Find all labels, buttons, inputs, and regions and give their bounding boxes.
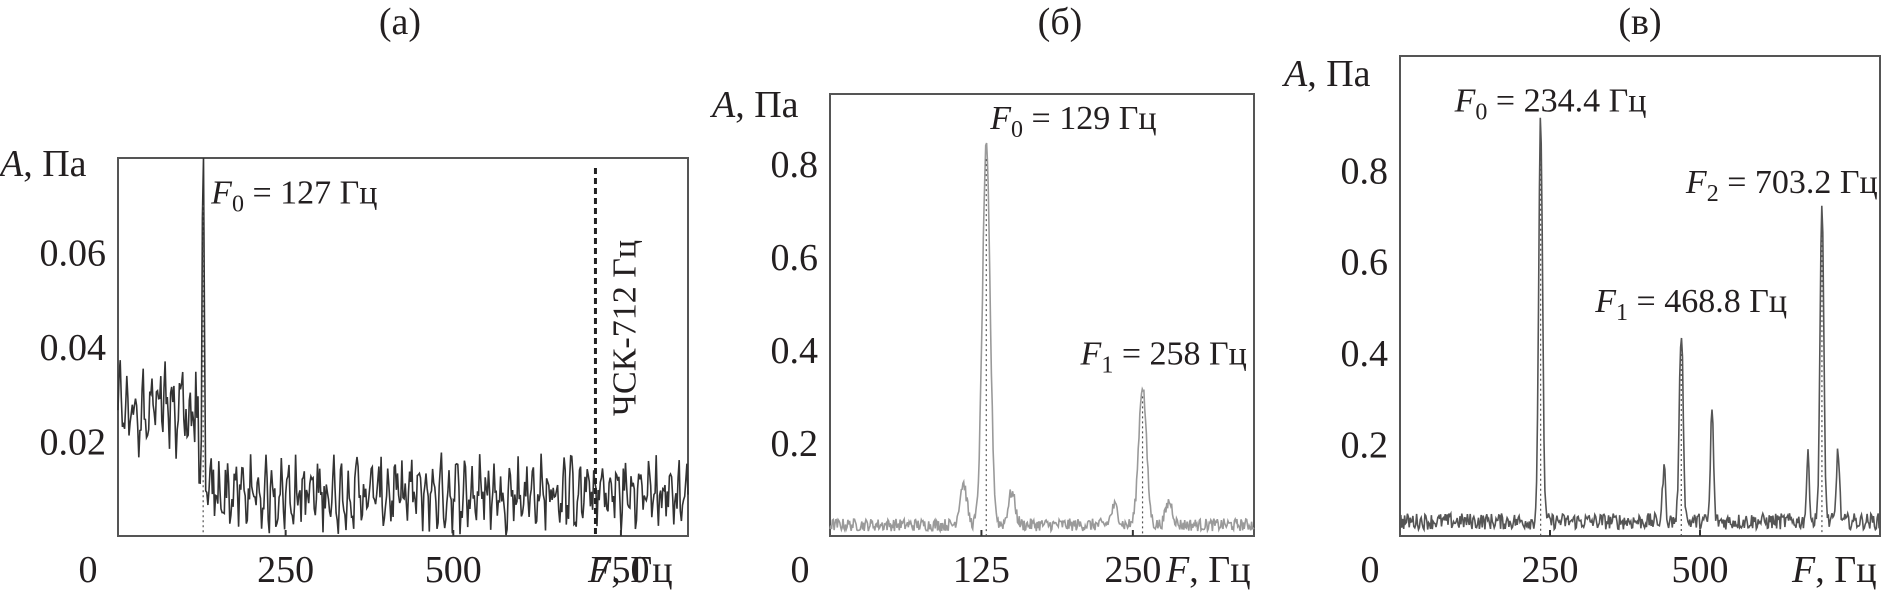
y-axis-unit: , Па	[1307, 53, 1370, 95]
y-axis-unit: , Па	[23, 143, 86, 185]
y-axis-label: A, Па	[0, 143, 87, 185]
x-tick-label: 125	[953, 549, 1010, 591]
plot-frame	[829, 93, 1255, 537]
plot-frame	[1399, 55, 1881, 537]
panel-label: (в)	[1618, 1, 1661, 43]
peak-label-sub: 1	[1616, 300, 1628, 326]
y-axis-var: A	[1281, 53, 1308, 95]
peak-label-var: F	[989, 100, 1012, 137]
x-tick-label: 750	[592, 549, 649, 591]
x-tick-label: 500	[425, 549, 482, 591]
y-axis-label: A, Па	[1281, 53, 1371, 95]
peak-label-text: = 129 Гц	[1023, 100, 1157, 137]
y-tick-label: 0.04	[40, 327, 107, 369]
peak-label-text: = 258 Гц	[1113, 335, 1247, 372]
y-tick-label: 0.4	[771, 330, 819, 372]
peak-label-var: F	[1080, 335, 1103, 372]
peak-label-sub: 0	[232, 191, 244, 217]
peak-label-text: = 703.2 Гц	[1719, 164, 1878, 201]
y-tick-label: 0.6	[1341, 242, 1389, 284]
peak-label-text: = 234.4 Гц	[1487, 83, 1646, 120]
panel-label: (а)	[379, 1, 421, 43]
y-tick-label: 0.2	[1341, 425, 1389, 467]
peak-label-sub: 2	[1707, 181, 1719, 207]
y-tick-label: 0.6	[771, 237, 819, 279]
peak-label-text: = 468.8 Гц	[1628, 283, 1787, 320]
peak-label-sub: 1	[1101, 352, 1113, 378]
y-tick-label: 0.8	[1341, 150, 1389, 192]
spectrum-line	[829, 142, 1255, 534]
peak-label-var: F	[1454, 83, 1477, 120]
y-axis-unit: , Па	[735, 84, 798, 126]
peak-label-text: = 127 Гц	[244, 174, 378, 211]
spectrum-line	[1399, 117, 1881, 533]
peak-label: F0 = 234.4 Гц	[1454, 83, 1647, 126]
x-axis-var: F	[587, 549, 612, 591]
peak-label-sub: 0	[1011, 117, 1023, 143]
y-axis-var: A	[709, 84, 736, 126]
x-axis-unit: , Гц	[1189, 549, 1250, 591]
x-tick-label: 250	[1522, 549, 1579, 591]
x-tick-label: 0	[791, 549, 810, 591]
peak-label: F0 = 127 Гц	[210, 174, 377, 217]
x-axis-var: F	[1165, 549, 1190, 591]
peak-label-var: F	[210, 174, 233, 211]
x-axis-label: F, Гц	[1165, 549, 1251, 591]
x-axis-label: F, Гц	[587, 549, 673, 591]
panel-label: (б)	[1038, 1, 1083, 43]
plot-frame	[117, 157, 689, 537]
x-axis-unit: , Гц	[611, 549, 672, 591]
y-tick-label: 0.4	[1341, 333, 1389, 375]
y-tick-label: 0.06	[40, 233, 107, 275]
marker-line-label: ЧСК-712 Гц	[606, 240, 643, 416]
x-tick-label: 0	[1361, 549, 1380, 591]
y-tick-label: 0.2	[771, 423, 819, 465]
y-axis-var: A	[0, 143, 24, 185]
x-tick-label: 250	[257, 549, 314, 591]
y-tick-label: 0.02	[40, 422, 107, 464]
spectrum-line	[117, 157, 689, 536]
peak-label-var: F	[1685, 164, 1708, 201]
x-axis-label: F, Гц	[1791, 549, 1877, 591]
x-axis-unit: , Гц	[1815, 549, 1876, 591]
peak-label: F1 = 468.8 Гц	[1594, 283, 1787, 326]
y-axis-label: A, Па	[709, 84, 799, 126]
peak-label-sub: 0	[1475, 100, 1487, 126]
x-tick-label: 500	[1672, 549, 1729, 591]
peak-label: F1 = 258 Гц	[1080, 335, 1247, 378]
x-tick-label: 250	[1104, 549, 1161, 591]
x-tick-label: 0	[79, 549, 98, 591]
y-tick-label: 0.8	[771, 144, 819, 186]
peak-label-var: F	[1594, 283, 1617, 320]
peak-label: F0 = 129 Гц	[989, 100, 1156, 143]
x-axis-var: F	[1791, 549, 1816, 591]
peak-label: F2 = 703.2 Гц	[1685, 164, 1878, 207]
